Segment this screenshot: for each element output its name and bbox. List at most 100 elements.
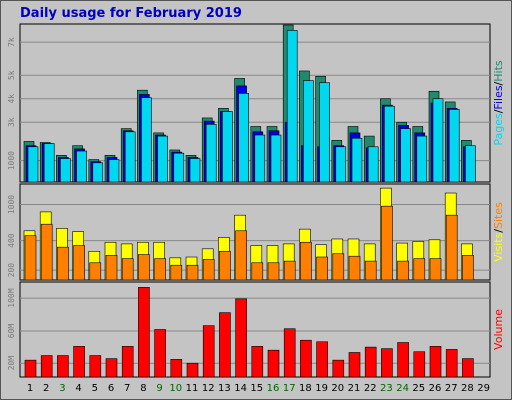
bar-sites: [186, 264, 199, 281]
bar-pages: [108, 159, 120, 183]
bar-pages: [27, 146, 39, 183]
y-tick-label: 200: [7, 263, 16, 278]
bar-pages: [351, 137, 363, 183]
bar-pages: [465, 145, 476, 183]
bar-volume: [57, 355, 69, 378]
bar-sites: [89, 262, 102, 281]
x-tick-label: 7: [124, 383, 130, 394]
bar-sites: [429, 258, 442, 281]
bar-sites: [251, 262, 264, 281]
bar-volume: [121, 346, 134, 378]
bar-sites: [57, 246, 69, 281]
bar-sites: [300, 241, 312, 281]
x-tick-label: 14: [234, 383, 247, 394]
bar-sites: [235, 230, 247, 281]
x-tick-label: 1: [27, 383, 33, 394]
x-tick-label: 24: [396, 383, 409, 394]
bar-pages: [189, 158, 201, 183]
bar-pages: [254, 134, 266, 183]
bar-pages: [141, 97, 152, 183]
bar-volume: [89, 355, 102, 378]
bar-sites: [283, 260, 296, 281]
bar-pages: [384, 105, 395, 183]
x-tick-label: 27: [445, 383, 458, 394]
bar-pages: [157, 135, 168, 183]
bar-pages: [205, 124, 217, 183]
bar-pages: [286, 30, 298, 183]
side-label-segment: /: [492, 109, 505, 113]
bar-sites: [121, 258, 134, 281]
x-tick-label: 25: [412, 383, 425, 394]
y-tick-label: 400: [7, 233, 16, 248]
bar-pages: [238, 93, 249, 183]
y-tick-label: 1000: [7, 151, 16, 170]
side-label-segment: Pages: [492, 113, 505, 146]
x-tick-label: 10: [169, 383, 182, 394]
x-tick-label: 22: [364, 383, 377, 394]
side-label-segment: Hits: [492, 60, 505, 82]
side-label-segment: /: [492, 81, 505, 85]
bar-sites: [138, 254, 150, 281]
bar-pages: [416, 135, 428, 183]
y-tick-label: 1000: [7, 195, 16, 214]
x-tick-label: 26: [429, 383, 442, 394]
bar-volume: [364, 346, 377, 378]
bar-pages: [173, 152, 185, 183]
bar-pages: [335, 146, 347, 183]
x-tick-label: 9: [156, 383, 162, 394]
x-tick-label: 12: [202, 383, 215, 394]
x-tick-label: 20: [331, 383, 344, 394]
side-label-volume: Volume: [492, 309, 505, 350]
y-tick-label: 7k: [7, 37, 16, 47]
bar-sites: [332, 253, 345, 281]
bar-pages: [60, 158, 71, 183]
chart-title: Daily usage for February 2019: [20, 6, 242, 21]
bar-sites: [154, 258, 166, 281]
x-tick-label: 3: [59, 383, 65, 394]
bar-sites: [316, 256, 328, 281]
bar-sites: [397, 260, 409, 281]
y-tick-label: 20M: [7, 356, 16, 371]
bar-sites: [364, 260, 377, 281]
bar-sites: [170, 264, 183, 281]
bar-sites: [348, 255, 361, 281]
bar-volume: [235, 298, 247, 378]
side-label-segment: Sites: [492, 202, 505, 229]
bar-sites: [413, 258, 426, 281]
bar-sites: [202, 259, 215, 281]
bar-volume: [186, 362, 199, 378]
bar-pages: [432, 98, 444, 183]
x-tick-label: 13: [218, 383, 231, 394]
x-tick-label: 16: [267, 383, 280, 394]
x-tick-label: 23: [380, 383, 393, 394]
bar-sites: [381, 205, 393, 281]
bar-pages: [76, 150, 87, 183]
bar-pages: [400, 128, 411, 183]
bar-pages: [92, 162, 104, 183]
bar-pages: [270, 134, 282, 183]
bar-sites: [445, 214, 458, 281]
y-tick-label: 100M: [7, 288, 16, 307]
bar-pages: [303, 80, 314, 183]
x-tick-label: 11: [186, 383, 199, 394]
bar-volume: [283, 328, 296, 378]
bar-pages: [367, 146, 379, 183]
x-tick-label: 18: [299, 383, 312, 394]
y-tick-label: 60M: [7, 324, 16, 339]
x-tick-label: 6: [108, 383, 114, 394]
bar-pages: [43, 143, 55, 183]
side-label-hits-files-pages: Pages/Files/Hits: [492, 60, 505, 146]
x-tick-label: 4: [75, 383, 81, 394]
bar-volume: [332, 359, 345, 378]
bar-volume: [219, 312, 231, 378]
bar-volume: [413, 351, 426, 378]
bar-volume: [397, 342, 409, 378]
x-tick-label: 17: [283, 383, 296, 394]
bar-pages: [124, 131, 136, 183]
x-tick-label: 21: [348, 383, 361, 394]
bar-volume: [138, 287, 150, 378]
y-tick-label: 3k: [7, 117, 16, 127]
bar-pages: [448, 109, 460, 183]
side-label-segment: Visits: [492, 232, 505, 261]
